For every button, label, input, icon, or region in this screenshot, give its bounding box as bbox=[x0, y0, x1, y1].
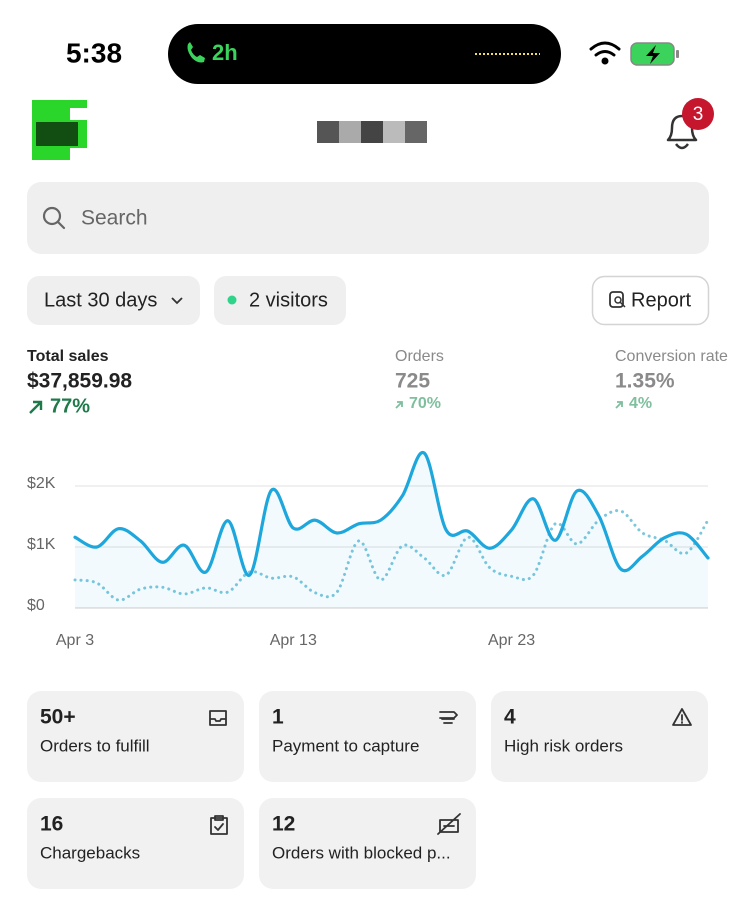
card-value: 4 bbox=[504, 706, 516, 729]
x-tick-label: Apr 3 bbox=[56, 632, 94, 649]
call-icon bbox=[187, 42, 205, 63]
card-background bbox=[491, 691, 708, 782]
metric-change: 70% bbox=[409, 395, 441, 412]
metric-total-sales[interactable]: Total sales $37,859.98 77% bbox=[27, 348, 132, 417]
wifi-icon bbox=[589, 41, 621, 65]
card-background bbox=[259, 691, 476, 782]
card-label: Payment to capture bbox=[272, 736, 419, 755]
x-tick-label: Apr 23 bbox=[488, 632, 535, 649]
visitors-button[interactable]: 2 visitors bbox=[214, 276, 346, 325]
card-icon bbox=[210, 815, 228, 835]
card-value: 1 bbox=[272, 706, 284, 729]
date-range-button[interactable]: Last 30 days bbox=[27, 276, 200, 325]
card-label: Chargebacks bbox=[40, 843, 140, 862]
notification-count: 3 bbox=[693, 104, 704, 125]
metric-label: Total sales bbox=[27, 348, 109, 365]
notifications-button[interactable]: 3 bbox=[666, 98, 714, 150]
metric-value: 1.35% bbox=[615, 370, 675, 393]
store-logo bbox=[32, 100, 87, 160]
series-line bbox=[73, 451, 710, 577]
card-icon bbox=[439, 711, 458, 724]
dynamic-island bbox=[168, 24, 561, 84]
task-card[interactable]: 16 Chargebacks bbox=[27, 798, 244, 889]
battery-icon bbox=[630, 42, 679, 66]
y-tick-label: $0 bbox=[27, 597, 45, 614]
card-background bbox=[259, 798, 476, 889]
metric-orders[interactable]: Orders 725 70% bbox=[395, 348, 444, 412]
card-label: High risk orders bbox=[504, 736, 623, 755]
metric-conversion[interactable]: Conversion rate 1.35% 4% bbox=[615, 348, 728, 412]
notification-badge bbox=[682, 98, 714, 130]
task-card[interactable]: 4 High risk orders bbox=[491, 691, 708, 782]
task-card[interactable]: 12 Orders with blocked p... bbox=[259, 798, 476, 889]
task-cards: 50+ Orders to fulfill 1 Payment to capture 4… bbox=[27, 691, 708, 889]
metric-change: 4% bbox=[629, 395, 652, 412]
search-bar[interactable]: Search bbox=[27, 182, 709, 254]
call-duration: 2h bbox=[212, 40, 238, 65]
y-tick-label: $2K bbox=[27, 475, 56, 492]
date-range-label: Last 30 days bbox=[44, 289, 157, 311]
metric-value: 725 bbox=[395, 370, 430, 393]
x-tick-label: Apr 13 bbox=[270, 632, 317, 649]
task-card[interactable]: 1 Payment to capture bbox=[259, 691, 476, 782]
metric-label: Orders bbox=[395, 348, 444, 365]
card-value: 12 bbox=[272, 813, 295, 836]
metric-value: $37,859.98 bbox=[27, 370, 132, 393]
card-value: 50+ bbox=[40, 706, 76, 729]
series-area bbox=[75, 452, 708, 608]
visitors-label: 2 visitors bbox=[249, 289, 328, 311]
metric-label: Conversion rate bbox=[615, 348, 728, 365]
card-label: Orders to fulfill bbox=[40, 736, 150, 755]
metric-change: 77% bbox=[50, 395, 90, 417]
card-icon bbox=[437, 813, 461, 835]
report-button[interactable]: Report bbox=[591, 275, 710, 326]
card-background bbox=[27, 691, 244, 782]
card-icon bbox=[672, 708, 692, 726]
status-time: 5:38 bbox=[66, 37, 122, 68]
y-tick-label: $1K bbox=[27, 536, 56, 553]
card-label: Orders with blocked p... bbox=[272, 843, 451, 862]
store-name bbox=[317, 121, 427, 143]
report-label: Report bbox=[631, 289, 691, 311]
search-placeholder: Search bbox=[81, 207, 148, 230]
sales-chart: $0 $1K $2K Apr 3 Apr 13 Apr 23 bbox=[27, 451, 710, 649]
card-value: 16 bbox=[40, 813, 63, 836]
task-card[interactable]: 50+ Orders to fulfill bbox=[27, 691, 244, 782]
card-background bbox=[27, 798, 244, 889]
card-icon bbox=[209, 710, 227, 726]
